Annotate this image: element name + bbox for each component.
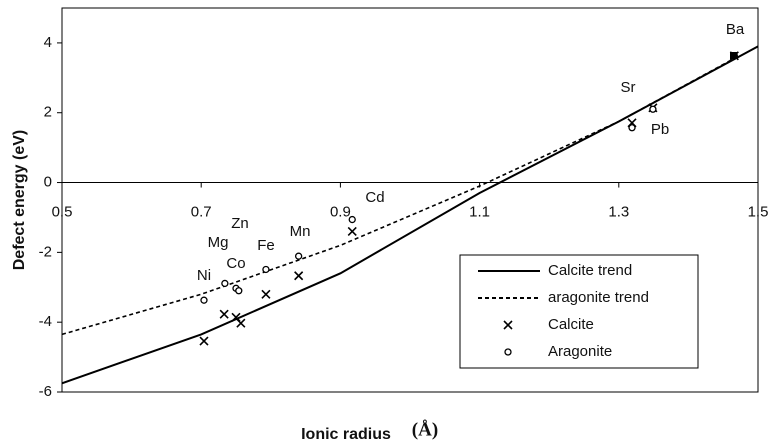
aragonite-point xyxy=(628,124,636,132)
element-label: Pb xyxy=(651,121,669,138)
ba-overlap xyxy=(730,52,737,59)
aragonite-point xyxy=(348,215,356,224)
aragonite-point xyxy=(235,287,243,295)
x-axis-title: Ionic radius xyxy=(301,426,391,443)
element-label: Cd xyxy=(365,189,384,206)
element-label: Ba xyxy=(726,21,745,38)
x-tick-label: 0.5 xyxy=(52,204,73,221)
y-tick-label: 4 xyxy=(44,34,52,51)
aragonite-point xyxy=(504,348,512,356)
aragonite-point xyxy=(200,296,208,304)
plot-frame xyxy=(61,7,759,393)
legend-box xyxy=(459,254,699,369)
element-label: Zn xyxy=(231,215,249,232)
element-label: Mg xyxy=(208,234,229,251)
x-tick-label: 0.9 xyxy=(330,204,351,221)
x-tick-label: 1.5 xyxy=(748,204,769,221)
y-tick-label: -4 xyxy=(39,313,52,330)
legend-label: Aragonite xyxy=(548,343,612,360)
aragonite-point xyxy=(262,265,270,274)
calcite-point xyxy=(236,318,246,328)
aragonite-point xyxy=(221,279,229,288)
legend-label: Calcite trend xyxy=(548,262,632,279)
y-tick-label: -6 xyxy=(39,383,52,400)
element-label: Fe xyxy=(257,237,275,254)
element-label: Ni xyxy=(197,267,211,284)
calcite-point xyxy=(347,226,357,236)
calcite-point xyxy=(294,271,304,281)
y-axis-title: Defect energy (eV) xyxy=(11,130,28,271)
y-tick-label: 2 xyxy=(44,104,52,121)
legend-label: aragonite trend xyxy=(548,289,649,306)
element-label: Co xyxy=(226,255,245,272)
calcite-point xyxy=(199,336,209,346)
y-tick-label: -2 xyxy=(39,243,52,260)
legend: Calcite trend aragonite trend Calcite Arago… xyxy=(459,254,699,369)
aragonite-point xyxy=(649,105,657,113)
calcite-point xyxy=(503,320,513,330)
trend-line xyxy=(61,56,738,336)
legend-label: Calcite xyxy=(548,316,594,333)
y-tick-label: 0 xyxy=(44,174,52,191)
calcite-point xyxy=(261,289,271,299)
x-tick-label: 1.3 xyxy=(608,204,629,221)
x-axis-unit: (Å) xyxy=(412,419,438,440)
calcite-point xyxy=(219,309,229,319)
aragonite-point xyxy=(294,252,303,260)
element-label: Mn xyxy=(290,223,311,240)
element-label: Sr xyxy=(621,79,636,96)
x-tick-label: 0.7 xyxy=(191,204,212,221)
x-tick-label: 1.1 xyxy=(469,204,490,221)
